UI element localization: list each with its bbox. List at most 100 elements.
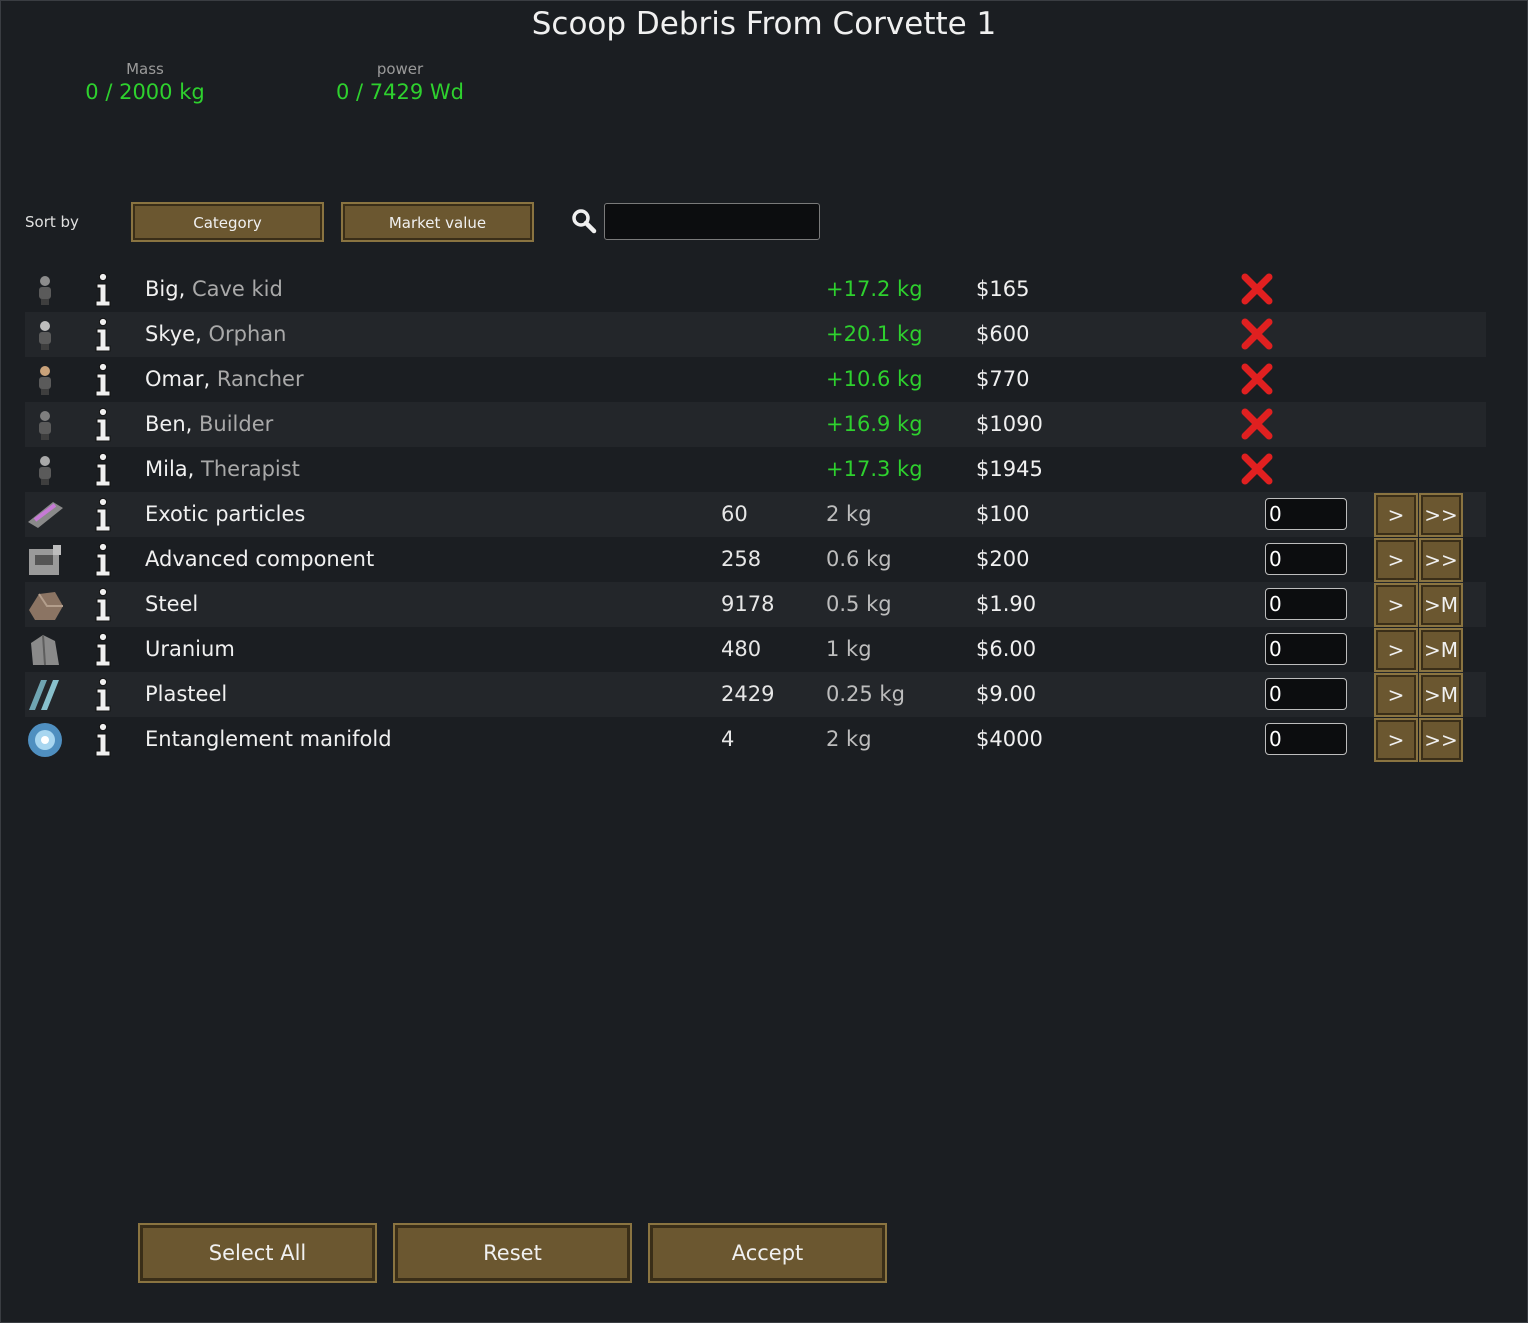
pawn-portrait-icon (25, 406, 65, 444)
pawn-row: Skye, Orphan +20.1 kg $600 (25, 312, 1486, 357)
info-icon[interactable] (93, 542, 113, 577)
item-name: Plasteel (145, 682, 228, 706)
info-icon[interactable] (93, 722, 113, 757)
pawn-price: $1945 (976, 457, 1043, 481)
quantity-input[interactable] (1265, 723, 1347, 755)
pawn-name: Omar, Rancher (145, 367, 304, 391)
info-icon[interactable] (93, 272, 113, 307)
sort-market-value-button[interactable]: Market value (341, 202, 534, 242)
info-icon[interactable] (93, 452, 113, 487)
name-separator: , (195, 322, 209, 346)
add-one-button[interactable]: > (1374, 538, 1418, 582)
quantity-input[interactable] (1265, 633, 1347, 665)
pawn-price: $600 (976, 322, 1030, 346)
add-max-button[interactable]: >> (1419, 493, 1463, 537)
add-max-button[interactable]: >M (1419, 673, 1463, 717)
uranium-icon (25, 631, 65, 669)
add-one-button[interactable]: > (1374, 493, 1418, 537)
accept-button[interactable]: Accept (648, 1223, 887, 1283)
info-icon[interactable] (93, 677, 113, 712)
reset-button[interactable]: Reset (393, 1223, 632, 1283)
pawn-portrait-icon (25, 316, 65, 354)
pawn-row: Big, Cave kid +17.2 kg $165 (25, 267, 1486, 312)
select-all-button[interactable]: Select All (138, 1223, 377, 1283)
name-separator: , (178, 277, 192, 301)
item-row: Advanced component 258 0.6 kg $200 >>> (25, 537, 1486, 582)
power-value: 0 / 7429 Wd (336, 80, 464, 104)
pawn-title: Therapist (201, 457, 300, 481)
item-price: $4000 (976, 727, 1043, 751)
search-input[interactable] (604, 203, 820, 240)
plasteel-icon (25, 676, 65, 714)
item-price: $200 (976, 547, 1030, 571)
pawn-title: Cave kid (191, 277, 283, 301)
pawn-mass: +10.6 kg (826, 367, 923, 391)
item-row: Exotic particles 60 2 kg $100 >>> (25, 492, 1486, 537)
pawn-name: Ben, Builder (145, 412, 273, 436)
quantity-input[interactable] (1265, 543, 1347, 575)
item-count: 4 (721, 727, 735, 751)
add-one-button[interactable]: > (1374, 583, 1418, 627)
item-name: Entanglement manifold (145, 727, 392, 751)
pawn-first-name: Omar (145, 367, 204, 391)
item-mass: 0.5 kg (826, 592, 892, 616)
item-mass: 0.25 kg (826, 682, 905, 706)
mass-stat: Mass 0 / 2000 kg (45, 60, 245, 104)
item-mass: 1 kg (826, 637, 872, 661)
remove-x-icon[interactable] (1240, 317, 1274, 351)
pawn-mass: +16.9 kg (826, 412, 923, 436)
info-icon[interactable] (93, 407, 113, 442)
quantity-input[interactable] (1265, 498, 1347, 530)
item-price: $9.00 (976, 682, 1037, 706)
remove-x-icon[interactable] (1240, 362, 1274, 396)
remove-x-icon[interactable] (1240, 272, 1274, 306)
add-max-button[interactable]: >> (1419, 718, 1463, 762)
info-icon[interactable] (93, 587, 113, 622)
item-row: Uranium 480 1 kg $6.00 >>M (25, 627, 1486, 672)
add-max-button[interactable]: >M (1419, 628, 1463, 672)
mass-label: Mass (126, 60, 164, 78)
exotic-particles-icon (25, 496, 65, 534)
item-price: $100 (976, 502, 1030, 526)
advanced-component-icon (25, 541, 65, 579)
item-count: 2429 (721, 682, 775, 706)
sort-by-label: Sort by (25, 213, 79, 231)
item-mass: 0.6 kg (826, 547, 892, 571)
quantity-input[interactable] (1265, 678, 1347, 710)
info-icon[interactable] (93, 317, 113, 352)
item-count: 480 (721, 637, 762, 661)
item-name: Steel (145, 592, 199, 616)
item-count: 258 (721, 547, 762, 571)
info-icon[interactable] (93, 497, 113, 532)
item-count: 9178 (721, 592, 775, 616)
add-one-button[interactable]: > (1374, 718, 1418, 762)
pawn-mass: +17.2 kg (826, 277, 923, 301)
pawn-portrait-icon (25, 451, 65, 489)
add-one-button[interactable]: > (1374, 673, 1418, 717)
add-max-button[interactable]: >M (1419, 583, 1463, 627)
power-stat: power 0 / 7429 Wd (300, 60, 500, 104)
item-mass: 2 kg (826, 502, 872, 526)
add-one-button[interactable]: > (1374, 628, 1418, 672)
sort-category-button[interactable]: Category (131, 202, 324, 242)
item-price: $6.00 (976, 637, 1037, 661)
info-icon[interactable] (93, 632, 113, 667)
name-separator: , (187, 457, 202, 481)
remove-x-icon[interactable] (1240, 407, 1274, 441)
info-icon[interactable] (93, 362, 113, 397)
item-row: Plasteel 2429 0.25 kg $9.00 >>M (25, 672, 1486, 717)
pawn-price: $770 (976, 367, 1030, 391)
add-max-button[interactable]: >> (1419, 538, 1463, 582)
pawn-row: Mila, Therapist +17.3 kg $1945 (25, 447, 1486, 492)
power-label: power (376, 60, 424, 78)
pawn-title: Rancher (216, 367, 304, 391)
pawn-row: Omar, Rancher +10.6 kg $770 (25, 357, 1486, 402)
pawn-title: Builder (199, 412, 274, 436)
search-icon (572, 209, 597, 234)
item-name: Advanced component (145, 547, 375, 571)
quantity-input[interactable] (1265, 588, 1347, 620)
entanglement-manifold-icon (25, 721, 65, 759)
remove-x-icon[interactable] (1240, 452, 1274, 486)
name-separator: , (203, 367, 217, 391)
item-count: 60 (721, 502, 748, 526)
